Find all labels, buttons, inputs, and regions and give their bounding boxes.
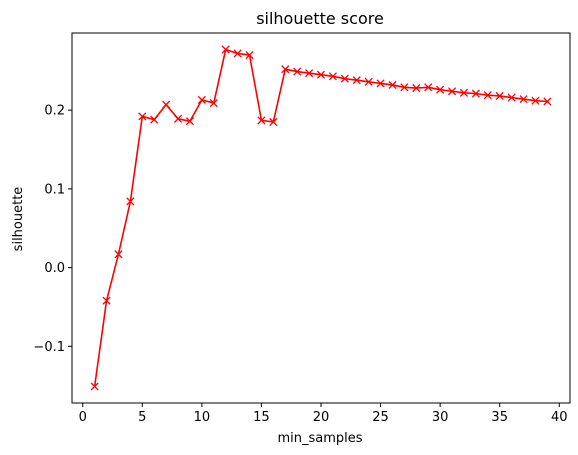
data-point-marker bbox=[233, 49, 242, 58]
data-point-marker bbox=[197, 95, 206, 104]
y-tick-label: 0.0 bbox=[44, 261, 65, 276]
data-point-marker bbox=[543, 97, 552, 106]
data-point-marker bbox=[531, 96, 540, 105]
chart-title: silhouette score bbox=[256, 9, 384, 28]
data-point-marker bbox=[102, 296, 111, 305]
data-point-marker bbox=[495, 91, 504, 101]
data-point-marker bbox=[114, 250, 123, 259]
data-point-marker bbox=[305, 69, 314, 78]
axes-frame bbox=[71, 32, 571, 404]
y-tick-label: −0.1 bbox=[33, 340, 65, 355]
data-point-marker bbox=[90, 382, 99, 391]
data-point-marker bbox=[412, 84, 421, 93]
data-point-marker bbox=[245, 50, 254, 60]
data-point-marker bbox=[340, 74, 349, 83]
data-point-marker bbox=[185, 117, 195, 126]
data-point-marker bbox=[221, 45, 230, 54]
data-point-marker bbox=[519, 95, 528, 104]
data-point-marker bbox=[173, 114, 183, 123]
data-point-marker bbox=[293, 67, 302, 76]
data-point-marker bbox=[424, 83, 433, 92]
data-point-marker bbox=[483, 91, 492, 100]
data-point-marker bbox=[269, 117, 278, 127]
data-point-marker bbox=[150, 115, 159, 124]
x-tick-label: 30 bbox=[432, 410, 449, 425]
data-point-marker bbox=[364, 77, 373, 86]
data-point-marker bbox=[388, 80, 397, 90]
data-point-marker bbox=[400, 83, 409, 92]
data-point-marker bbox=[328, 72, 337, 81]
x-tick-label: 15 bbox=[253, 410, 270, 425]
data-point-marker bbox=[459, 88, 469, 97]
y-tick-label: 0.1 bbox=[44, 182, 65, 197]
data-point-marker bbox=[507, 93, 516, 102]
y-axis-label: silhouette bbox=[11, 187, 26, 252]
data-point-marker bbox=[257, 116, 266, 125]
x-tick-label: 35 bbox=[491, 410, 508, 425]
x-tick-label: 40 bbox=[551, 410, 568, 425]
series-line bbox=[93, 48, 548, 387]
x-tick-label: 0 bbox=[79, 410, 87, 425]
data-point-marker bbox=[471, 89, 480, 98]
data-point-marker bbox=[352, 76, 361, 85]
x-tick-label: 5 bbox=[138, 410, 146, 425]
data-point-marker bbox=[316, 70, 326, 79]
x-axis-label: min_samples bbox=[277, 431, 362, 446]
data-point-marker bbox=[281, 65, 290, 74]
data-point-marker bbox=[138, 112, 147, 121]
x-tick-label: 25 bbox=[372, 410, 389, 425]
data-point-marker bbox=[436, 85, 445, 94]
data-point-marker bbox=[209, 99, 218, 108]
data-point-marker bbox=[447, 87, 457, 96]
data-point-marker bbox=[376, 79, 385, 88]
x-tick-label: 20 bbox=[313, 410, 330, 425]
data-point-marker bbox=[162, 100, 171, 109]
data-point-marker bbox=[126, 197, 135, 206]
plot-area: 0 5 10 15 20 25 30 35 40 −0.1 0.0 0.1 0.2 bbox=[33, 32, 571, 425]
x-tick-label: 10 bbox=[194, 410, 211, 425]
y-tick-label: 0.2 bbox=[44, 104, 65, 119]
